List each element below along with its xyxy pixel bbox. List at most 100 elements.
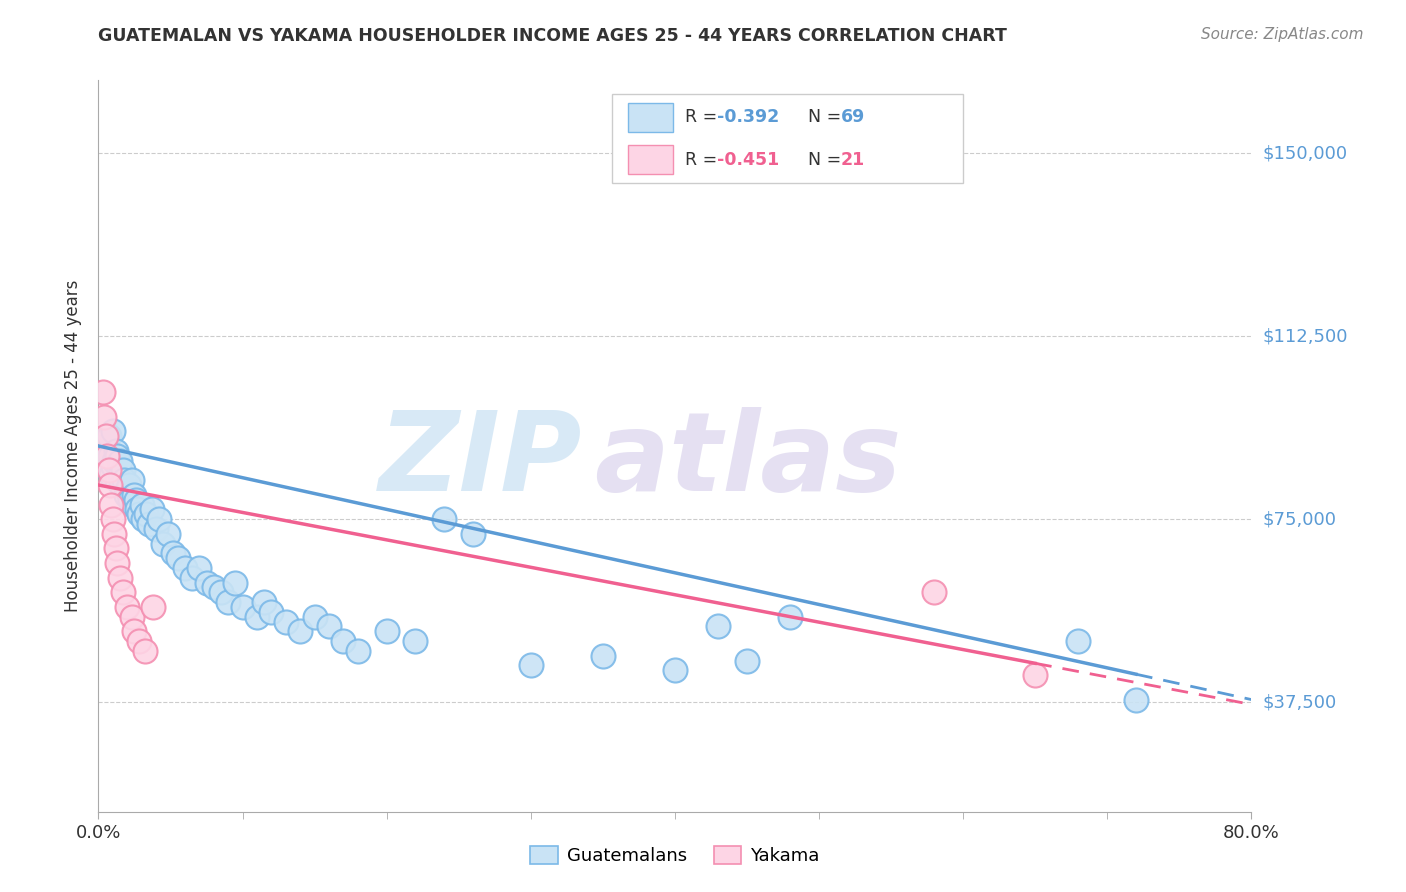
Point bbox=[100, 468, 122, 483]
Point bbox=[141, 502, 163, 516]
Point bbox=[375, 624, 398, 639]
Point bbox=[224, 575, 246, 590]
Point bbox=[260, 605, 283, 619]
Point bbox=[217, 595, 239, 609]
Point bbox=[231, 599, 254, 614]
Point bbox=[97, 463, 120, 477]
Point bbox=[108, 571, 131, 585]
Point bbox=[121, 609, 143, 624]
Point bbox=[188, 561, 211, 575]
Text: -0.451: -0.451 bbox=[717, 151, 779, 169]
Text: $37,500: $37,500 bbox=[1263, 693, 1337, 711]
Point bbox=[117, 483, 138, 497]
Point bbox=[290, 624, 312, 639]
Text: Source: ZipAtlas.com: Source: ZipAtlas.com bbox=[1201, 27, 1364, 42]
Point bbox=[346, 644, 368, 658]
Point bbox=[94, 453, 117, 467]
Point bbox=[110, 478, 132, 492]
Point bbox=[121, 473, 143, 487]
Point bbox=[124, 624, 146, 639]
Text: $75,000: $75,000 bbox=[1263, 510, 1337, 528]
Point bbox=[108, 453, 131, 467]
Point bbox=[1067, 634, 1090, 648]
Point bbox=[304, 609, 326, 624]
Point bbox=[104, 541, 127, 556]
Point bbox=[253, 595, 276, 609]
Point bbox=[125, 492, 148, 507]
Point bbox=[461, 526, 484, 541]
Point bbox=[592, 648, 614, 663]
Text: ZIP: ZIP bbox=[380, 407, 582, 514]
Point bbox=[101, 458, 124, 473]
Point bbox=[145, 522, 167, 536]
Point bbox=[131, 498, 153, 512]
Point bbox=[138, 516, 160, 531]
Point bbox=[134, 644, 156, 658]
Point bbox=[135, 508, 157, 522]
Point bbox=[127, 502, 149, 516]
Point bbox=[94, 429, 117, 443]
Point bbox=[118, 478, 141, 492]
Point bbox=[120, 492, 142, 507]
Point bbox=[114, 488, 136, 502]
Text: GUATEMALAN VS YAKAMA HOUSEHOLDER INCOME AGES 25 - 44 YEARS CORRELATION CHART: GUATEMALAN VS YAKAMA HOUSEHOLDER INCOME … bbox=[98, 27, 1007, 45]
Point bbox=[96, 449, 118, 463]
Point bbox=[93, 409, 115, 424]
Point bbox=[664, 663, 686, 677]
Point bbox=[779, 609, 801, 624]
Point bbox=[1024, 668, 1046, 682]
Point bbox=[103, 526, 125, 541]
Point bbox=[108, 468, 131, 483]
Point bbox=[128, 508, 150, 522]
Text: -0.392: -0.392 bbox=[717, 108, 779, 126]
Y-axis label: Householder Income Ages 25 - 44 years: Householder Income Ages 25 - 44 years bbox=[65, 280, 83, 612]
Point bbox=[202, 581, 225, 595]
Point bbox=[148, 512, 170, 526]
Point bbox=[1125, 692, 1147, 706]
Text: $150,000: $150,000 bbox=[1263, 145, 1347, 162]
Point bbox=[96, 458, 118, 473]
Point bbox=[105, 473, 128, 487]
Text: R =: R = bbox=[685, 108, 723, 126]
Point bbox=[105, 556, 128, 570]
Point bbox=[112, 473, 135, 487]
Point bbox=[101, 512, 124, 526]
Point bbox=[97, 429, 120, 443]
Point bbox=[91, 385, 114, 400]
Point bbox=[98, 449, 121, 463]
Point bbox=[105, 449, 128, 463]
Point bbox=[132, 512, 155, 526]
Point bbox=[101, 425, 124, 439]
Text: $112,500: $112,500 bbox=[1263, 327, 1348, 345]
Point bbox=[98, 478, 121, 492]
Point bbox=[107, 463, 129, 477]
Point bbox=[707, 619, 730, 633]
Point bbox=[922, 585, 945, 599]
Point bbox=[520, 658, 543, 673]
Text: N =: N = bbox=[808, 151, 848, 169]
Point bbox=[104, 443, 127, 458]
Point bbox=[246, 609, 269, 624]
Point bbox=[332, 634, 354, 648]
Point bbox=[156, 526, 179, 541]
Point bbox=[122, 498, 145, 512]
Point bbox=[111, 585, 134, 599]
Point bbox=[181, 571, 204, 585]
Text: 21: 21 bbox=[841, 151, 865, 169]
Point bbox=[318, 619, 340, 633]
Text: atlas: atlas bbox=[595, 407, 901, 514]
Point bbox=[152, 536, 174, 550]
Text: N =: N = bbox=[808, 108, 848, 126]
Point bbox=[209, 585, 232, 599]
Legend: Guatemalans, Yakama: Guatemalans, Yakama bbox=[523, 838, 827, 872]
Point bbox=[117, 599, 138, 614]
Point bbox=[405, 634, 427, 648]
Point bbox=[128, 634, 150, 648]
Point bbox=[174, 561, 197, 575]
Text: R =: R = bbox=[685, 151, 723, 169]
Point bbox=[103, 453, 125, 467]
Text: 69: 69 bbox=[841, 108, 865, 126]
Point bbox=[94, 439, 117, 453]
Point bbox=[111, 463, 134, 477]
Point bbox=[166, 551, 188, 566]
